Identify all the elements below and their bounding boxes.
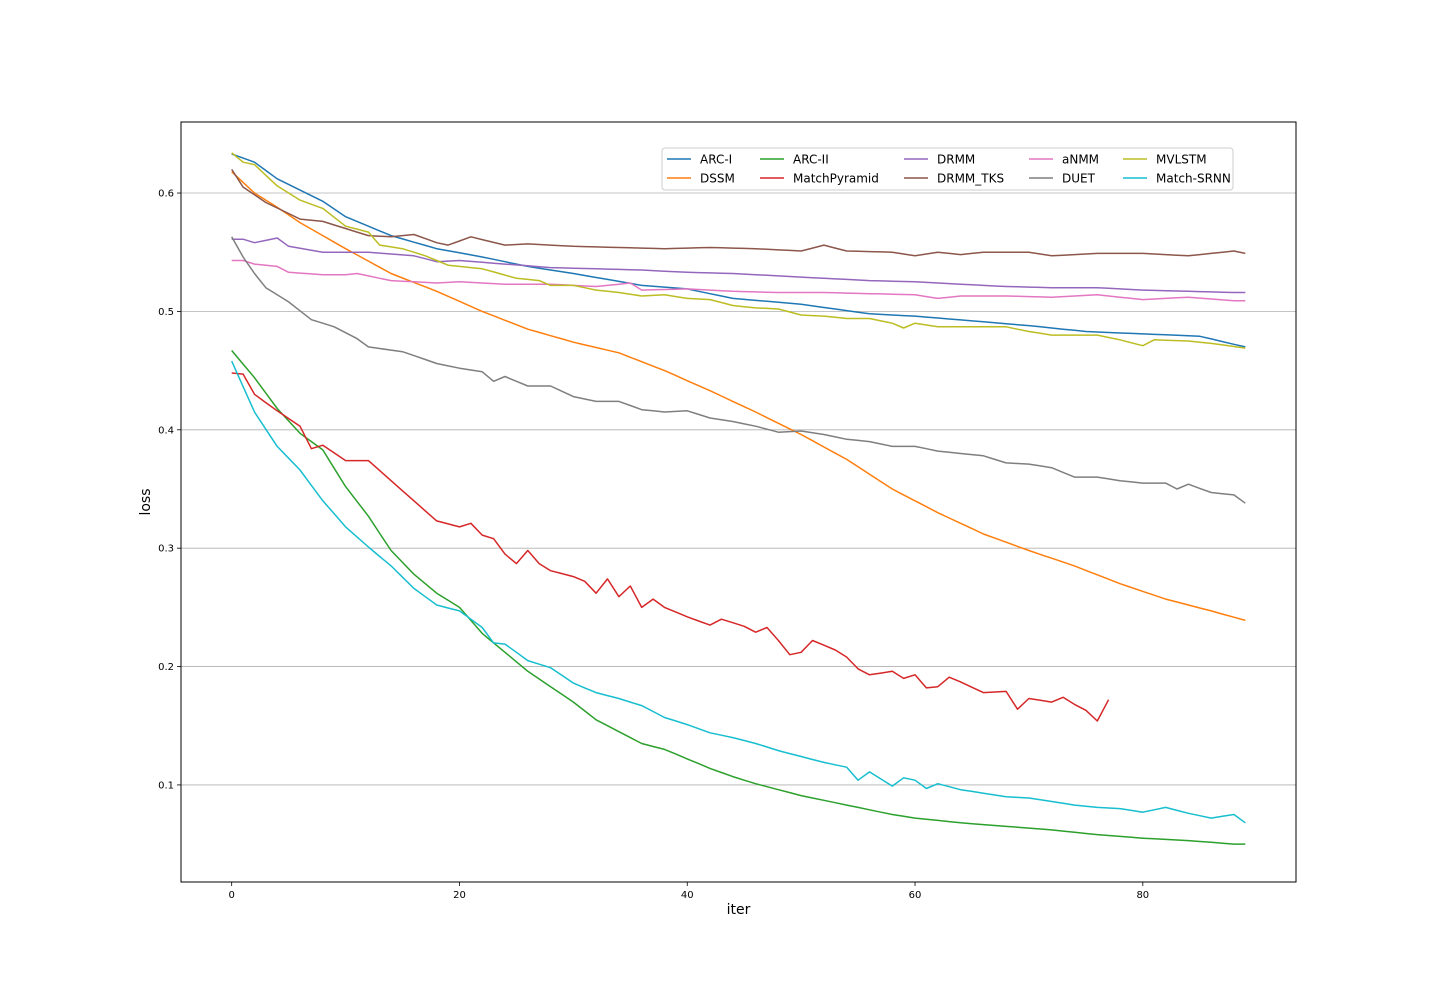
y-tick-label: 0.5 — [158, 307, 174, 318]
legend-box — [661, 147, 1234, 191]
legend-label: DRMM_TKS — [937, 172, 1004, 186]
series-line-mvlstm — [231, 152, 1246, 349]
x-tick-label: 80 — [1136, 890, 1149, 901]
series-line-drmm — [231, 237, 1246, 294]
series-line-arc-i — [231, 153, 1246, 348]
x-tick-label: 40 — [681, 890, 694, 901]
x-tick-label: 60 — [909, 890, 922, 901]
x-tick-label: 20 — [453, 890, 466, 901]
series-line-match-srnn — [231, 360, 1246, 824]
y-tick-label: 0.4 — [158, 425, 174, 436]
y-axis-label: loss — [138, 488, 154, 515]
legend-label: MatchPyramid — [793, 172, 879, 186]
legend-label: aNMM — [1062, 153, 1099, 167]
series-line-duet — [231, 236, 1246, 504]
legend-label: MVLSTM — [1156, 153, 1207, 167]
y-tick-label: 0.6 — [158, 189, 174, 200]
series-line-anmm — [231, 259, 1246, 302]
y-tick-label: 0.2 — [158, 662, 174, 673]
grid-lines — [181, 192, 1296, 786]
y-tick-label: 0.1 — [158, 780, 174, 791]
legend-label: Match-SRNN — [1156, 172, 1231, 186]
axis-ticks: 0.1 0.2 0.3 0.4 0.5 0.6 0 20 40 60 80 — [158, 189, 1149, 901]
legend-label: ARC-I — [700, 153, 732, 167]
y-tick-label: 0.3 — [158, 544, 174, 555]
plot-area-frame — [180, 121, 1297, 883]
series-lines — [231, 152, 1246, 845]
series-line-dssm — [231, 171, 1246, 622]
legend-label: ARC-II — [793, 153, 829, 167]
legend: ARC-I DSSM ARC-II MatchPyramid DRMM DRMM_TKS a… — [661, 147, 1234, 191]
legend-label: DRMM — [937, 153, 975, 167]
series-line-arc-ii — [231, 350, 1246, 845]
legend-label: DSSM — [700, 172, 735, 186]
x-axis-label: iter — [727, 902, 751, 918]
series-line-matchpyramid — [231, 372, 1110, 722]
x-tick-label: 0 — [228, 890, 234, 901]
series-line-drmm-tks — [231, 168, 1246, 257]
legend-label: DUET — [1062, 172, 1096, 186]
